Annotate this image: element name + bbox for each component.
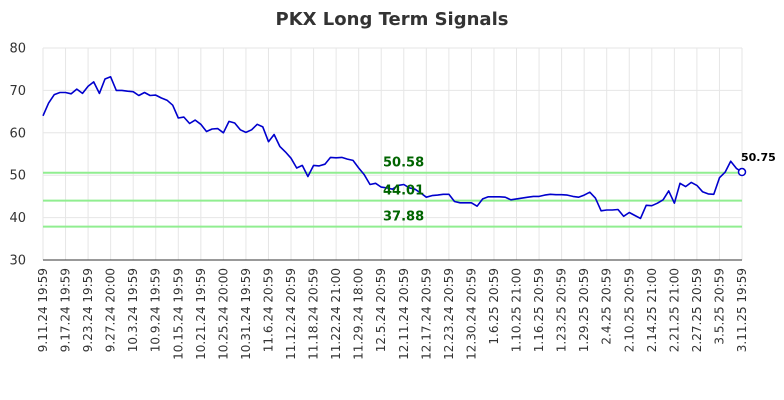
x-tick-label: 11.18.24 20:59 <box>307 268 321 360</box>
x-tick-label: 12.17.24 20:59 <box>419 268 433 360</box>
reference-lines <box>43 171 742 228</box>
x-tick-label: 9.17.24 19:59 <box>59 268 73 352</box>
labels: 50.58 44.01 37.88 50.75 <box>383 151 776 225</box>
last-value-label: 50.75 <box>741 151 776 164</box>
y-tick-label: 60 <box>9 126 26 141</box>
x-tick-label: 10.3.24 19:59 <box>126 268 140 352</box>
grid <box>42 47 743 261</box>
x-tick-label: 1.29.25 20:59 <box>577 268 591 352</box>
x-tick-label: 9.27.24 20:00 <box>104 268 118 352</box>
x-tick-label: 2.10.25 20:59 <box>622 268 636 352</box>
x-tick-label: 11.6.24 20:59 <box>261 268 275 352</box>
reference-line-label: 50.58 <box>383 156 424 171</box>
x-tick-label: 12.23.24 20:59 <box>442 268 456 360</box>
x-tick-label: 11.22.24 21:00 <box>329 268 343 360</box>
x-tick-label: 2.14.25 21:00 <box>645 268 659 352</box>
x-tick-label: 10.31.24 19:59 <box>239 268 253 360</box>
x-tick-label: 2.21.25 21:00 <box>667 268 681 352</box>
x-tick-label: 9.11.24 19:59 <box>36 268 50 352</box>
y-tick-label: 40 <box>9 211 26 226</box>
x-tick-label: 12.11.24 20:59 <box>397 268 411 360</box>
x-tick-label: 11.29.24 18:00 <box>352 268 366 360</box>
x-tick-label: 2.4.25 20:59 <box>600 268 614 345</box>
x-tick-label: 10.21.24 19:59 <box>194 268 208 360</box>
x-tick-label: 12.30.24 20:59 <box>464 268 478 360</box>
last-point-marker <box>737 167 747 177</box>
x-tick-label: 12.5.24 20:59 <box>374 268 388 352</box>
reference-line-label: 37.88 <box>383 210 424 225</box>
x-tick-label: 1.16.25 20:59 <box>532 268 546 352</box>
x-tick-label: 10.15.24 19:59 <box>171 268 185 360</box>
x-tick-label: 10.9.24 19:59 <box>149 268 163 352</box>
x-tick-label: 2.27.25 20:59 <box>690 268 704 352</box>
x-tick-label: 1.10.25 21:00 <box>510 268 524 352</box>
y-tick-label: 30 <box>9 254 26 269</box>
y-tick-label: 50 <box>9 169 26 184</box>
x-tick-label: 3.11.25 19:59 <box>735 268 749 352</box>
series <box>42 76 747 220</box>
x-axis-ticks: 9.11.24 19:59 9.17.24 19:59 9.23.24 19:59 9… <box>36 268 749 360</box>
x-tick-label: 1.6.25 20:59 <box>487 268 501 345</box>
x-tick-label: 11.12.24 20:59 <box>284 268 298 360</box>
x-tick-label: 10.25.24 20:00 <box>216 268 230 360</box>
x-tick-label: 3.5.25 20:59 <box>712 268 726 345</box>
price-line <box>42 76 743 220</box>
y-axis-ticks: 30 40 50 60 70 80 <box>9 42 26 269</box>
chart-title: PKX Long Term Signals <box>276 9 509 30</box>
y-tick-label: 70 <box>9 84 26 99</box>
reference-line-label: 44.01 <box>383 184 424 199</box>
y-tick-label: 80 <box>9 42 26 57</box>
x-tick-label: 9.23.24 19:59 <box>81 268 95 352</box>
x-tick-label: 1.23.25 20:59 <box>555 268 569 352</box>
